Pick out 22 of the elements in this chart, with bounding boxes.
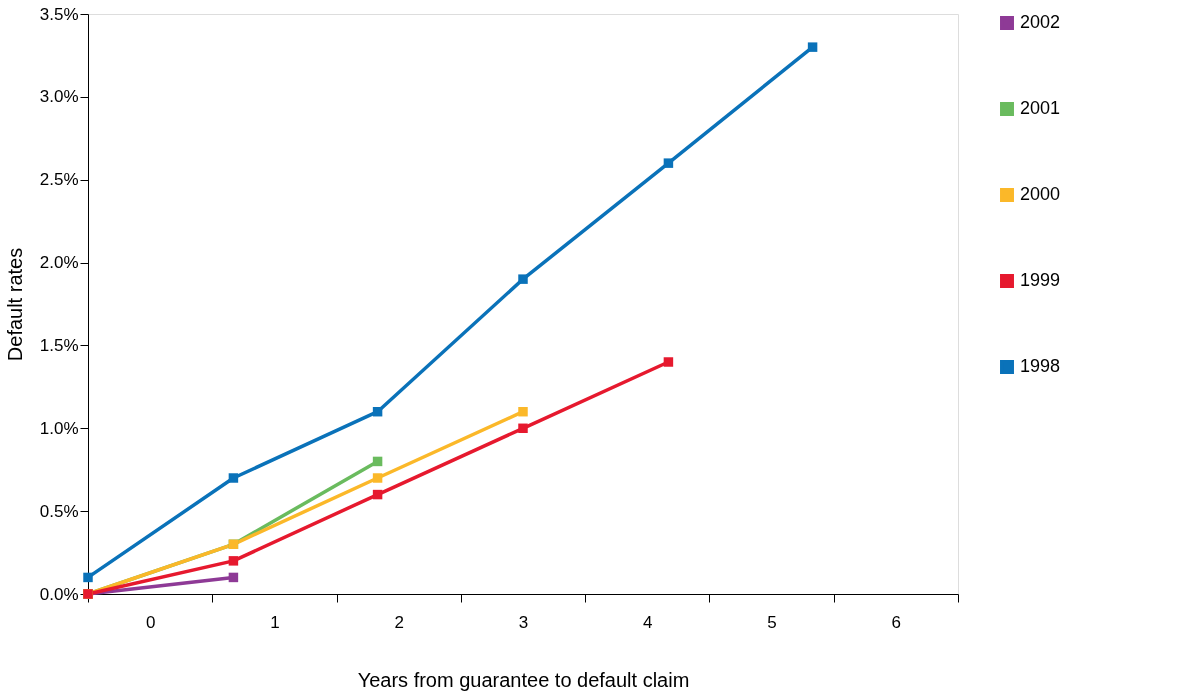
legend-label: 1998: [1020, 356, 1061, 376]
legend-label: 2000: [1020, 184, 1061, 204]
y-axis-title: Default rates: [3, 247, 26, 362]
legend-label: 1999: [1020, 270, 1061, 290]
y-tick-label: 0.0%: [39, 584, 79, 604]
x-tick-label: 5: [767, 612, 777, 632]
y-tick-label: 2.0%: [39, 253, 79, 273]
x-tick-label: 6: [891, 612, 902, 632]
y-tick-label: 2.5%: [39, 170, 79, 190]
x-tick-label: 4: [643, 612, 653, 632]
legend-label: 2002: [1020, 12, 1061, 32]
x-axis-title: Years from guarantee to default claim: [357, 668, 690, 691]
y-tick-label: 1.0%: [39, 418, 79, 438]
x-tick-label: 0: [145, 612, 156, 632]
x-tick-label: 1: [270, 612, 280, 632]
y-tick-label: 0.5%: [39, 501, 79, 521]
y-tick-label: 1.5%: [39, 335, 79, 355]
y-tick-label: 3.5%: [39, 4, 79, 24]
legend-label: 2001: [1020, 98, 1061, 118]
x-tick-label: 2: [394, 612, 404, 632]
x-tick-label: 3: [518, 612, 529, 632]
y-tick-label: 3.0%: [39, 87, 79, 107]
